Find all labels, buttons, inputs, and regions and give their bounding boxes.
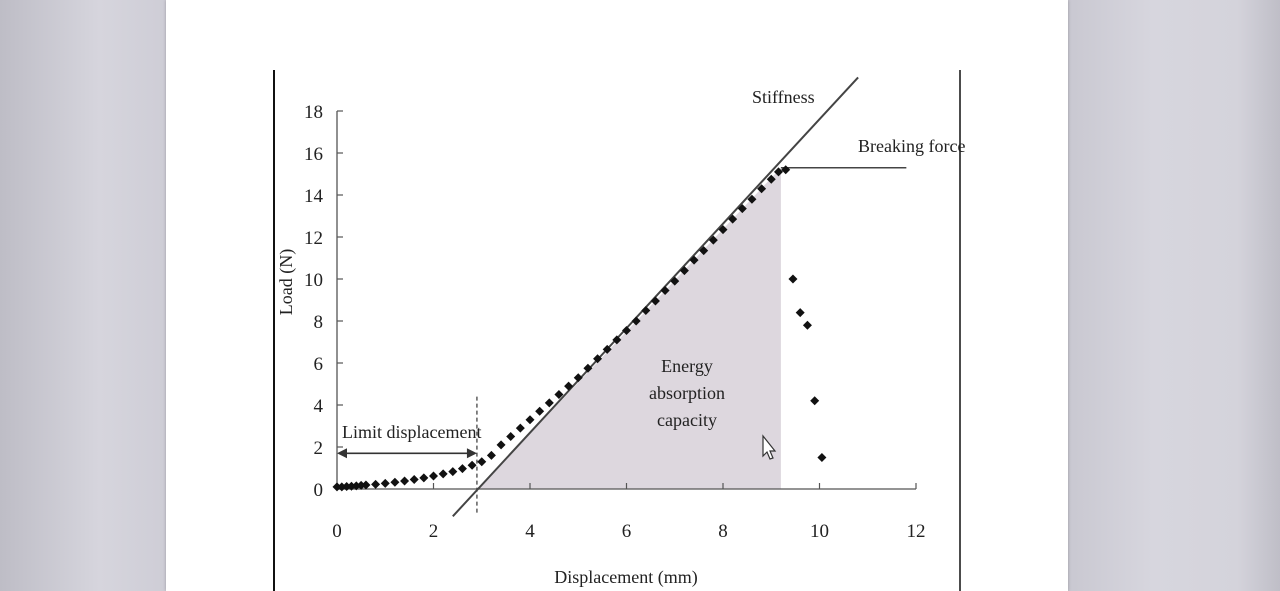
data-point — [525, 415, 535, 425]
data-point — [457, 464, 467, 474]
arrow-head-right — [466, 448, 477, 459]
arrow-head-left — [337, 448, 347, 459]
data-point — [371, 479, 381, 489]
y-tick-label: 0 — [314, 480, 324, 501]
breaking-force-label: Breaking force — [858, 136, 965, 156]
data-point — [747, 194, 757, 204]
data-point — [361, 480, 371, 490]
data-point — [535, 406, 545, 416]
y-tick-label: 8 — [314, 312, 324, 333]
data-point — [554, 390, 564, 399]
x-tick-label: 8 — [718, 521, 728, 542]
left-background — [0, 0, 166, 591]
data-point — [650, 296, 660, 306]
data-point — [486, 450, 496, 460]
data-point — [679, 266, 689, 276]
data-point — [660, 286, 670, 296]
data-point — [583, 363, 593, 373]
y-tick-label: 14 — [304, 186, 324, 207]
data-point — [766, 174, 776, 184]
ticks-layer: 0 2 4 6 8 10 12 14 16 18 0 2 4 6 8 10 12 — [304, 102, 926, 542]
data-point — [810, 396, 820, 406]
data-point — [728, 214, 738, 224]
y-tick-label: 2 — [314, 438, 324, 459]
x-axis-label: Displacement (mm) — [554, 567, 697, 588]
data-point — [409, 475, 419, 485]
x-tick-label: 12 — [907, 521, 926, 542]
data-point — [602, 344, 612, 354]
data-point — [670, 276, 680, 286]
stiffness-label: Stiffness — [752, 87, 815, 107]
y-tick-label: 16 — [304, 144, 323, 165]
y-tick-label: 12 — [304, 228, 323, 249]
y-tick-label: 4 — [314, 396, 324, 417]
data-point — [689, 255, 699, 265]
data-point — [332, 482, 342, 492]
data-point — [506, 432, 516, 441]
data-point — [593, 354, 603, 364]
data-point — [342, 481, 352, 491]
data-point — [737, 204, 747, 214]
data-point — [467, 460, 477, 470]
data-point — [400, 476, 410, 486]
x-tick-label: 10 — [810, 521, 829, 542]
document-page — [166, 0, 1068, 591]
energy-label-line2: absorption — [649, 383, 725, 403]
energy-label-line3: capacity — [657, 410, 717, 430]
data-point — [612, 335, 622, 345]
data-point — [631, 316, 641, 326]
data-point — [515, 423, 525, 433]
data-point — [438, 469, 448, 479]
data-point — [699, 246, 709, 256]
data-point — [795, 308, 805, 318]
data-point — [429, 471, 438, 481]
data-point — [390, 477, 400, 487]
data-point — [708, 235, 718, 245]
data-point — [781, 165, 791, 175]
energy-label-line1: Energy — [661, 356, 713, 376]
y-axis-label: Load (N) — [276, 249, 297, 315]
data-point — [718, 225, 728, 235]
data-point — [773, 167, 783, 177]
data-point — [817, 453, 827, 462]
y-tick-label: 18 — [304, 102, 323, 123]
data-point — [544, 398, 554, 408]
data-point — [380, 478, 390, 488]
y-tick-label: 6 — [314, 354, 324, 375]
data-point — [573, 373, 583, 383]
x-tick-label: 4 — [525, 521, 535, 542]
data-point — [802, 320, 812, 330]
data-point — [496, 440, 506, 450]
data-point — [641, 306, 651, 315]
data-point — [448, 467, 458, 477]
limit-displacement-label: Limit displacement — [342, 422, 481, 442]
x-tick-label: 2 — [429, 521, 439, 542]
x-tick-label: 0 — [332, 521, 342, 542]
x-tick-label: 6 — [622, 521, 632, 542]
data-point — [788, 274, 798, 284]
data-point — [419, 473, 429, 483]
data-point — [757, 184, 767, 194]
y-tick-label: 10 — [304, 270, 323, 291]
data-point — [477, 457, 487, 467]
data-point — [564, 381, 574, 391]
right-background — [1068, 0, 1280, 591]
data-point — [622, 325, 631, 335]
mouse-cursor-icon — [762, 434, 777, 460]
data-points-layer — [332, 165, 827, 492]
